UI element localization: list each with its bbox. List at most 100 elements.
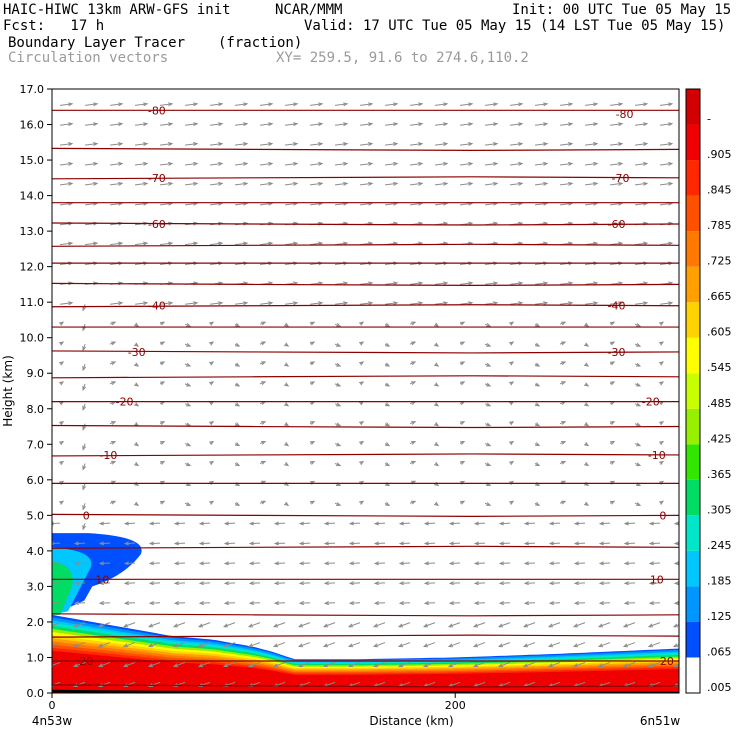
- circulation-vector: [75, 542, 86, 545]
- vector-head: [372, 663, 379, 668]
- circulation-vector: [384, 123, 398, 126]
- circulation-vector: [125, 542, 136, 545]
- vector-head: [535, 501, 541, 506]
- cross-section-endpoints: XY= 259.5, 91.6 to 274.6,110.2: [276, 50, 529, 66]
- circulation-vector: [625, 542, 636, 545]
- circulation-vector: [348, 642, 361, 648]
- circulation-vector: [373, 661, 386, 667]
- vector-head: [434, 362, 440, 367]
- circulation-vector: [73, 622, 86, 628]
- circulation-vector: [159, 182, 173, 186]
- vector-head: [97, 623, 104, 628]
- vector-head: [347, 643, 354, 648]
- vector-head: [293, 102, 299, 107]
- circulation-vector: [459, 282, 473, 285]
- vector-head: [147, 623, 154, 628]
- vector-head: [272, 643, 279, 648]
- vector-head: [97, 643, 104, 648]
- vector-head: [310, 441, 316, 445]
- temperature-contour: [52, 684, 679, 688]
- circulation-vector: [85, 202, 98, 206]
- vector-head: [385, 442, 391, 447]
- circulation-vector: [309, 103, 323, 106]
- circulation-vector: [175, 562, 186, 564]
- circulation-vector: [275, 562, 286, 564]
- tracer-plume-center: [52, 561, 73, 615]
- vector-head: [243, 102, 249, 107]
- vector-head: [243, 161, 249, 166]
- vector-head: [134, 362, 140, 367]
- circulation-vector: [484, 302, 498, 305]
- vector-head: [173, 581, 179, 586]
- vector-head: [422, 643, 429, 648]
- circulation-vector: [323, 661, 336, 667]
- circulation-vector: [634, 123, 648, 126]
- circulation-vector: [423, 681, 436, 687]
- vector-head: [593, 181, 599, 186]
- vector-head: [261, 341, 267, 346]
- vector-head: [568, 122, 574, 127]
- vector-head: [93, 241, 99, 246]
- vector-head: [548, 521, 554, 526]
- circulation-vector: [350, 522, 361, 525]
- vector-head: [318, 181, 324, 186]
- colorbar-label: .185: [707, 574, 732, 587]
- circulation-vector: [325, 582, 336, 584]
- vector-head: [498, 601, 504, 606]
- y-tick-label: 12.0: [20, 261, 45, 274]
- vector-head: [248, 561, 254, 566]
- vector-head: [343, 181, 349, 186]
- circulation-vector: [334, 163, 348, 166]
- vector-head: [172, 643, 179, 648]
- vector-head: [243, 122, 249, 127]
- vector-head: [547, 623, 554, 628]
- circulation-vector: [375, 582, 386, 584]
- circulation-vector: [634, 163, 648, 166]
- circulation-vector: [523, 622, 536, 628]
- vector-head: [468, 181, 474, 186]
- field-name: Boundary Layer Tracer: [8, 35, 186, 51]
- temperature-contour: [52, 222, 679, 226]
- circulation-vector: [409, 182, 423, 186]
- vector-head: [434, 382, 440, 387]
- circulation-vector: [334, 282, 348, 285]
- circulation-vector: [675, 602, 679, 604]
- vector-head: [98, 521, 104, 526]
- vector-head: [668, 102, 674, 107]
- vector-head: [673, 521, 679, 526]
- valid-time: Valid: 17 UTC Tue 05 May 15 (14 LST Tue …: [304, 18, 726, 34]
- vector-head: [235, 342, 241, 347]
- circulation-vector: [150, 542, 161, 545]
- forecast-hour: Fcst: 17 h: [3, 18, 105, 34]
- circulation-vector: [175, 602, 186, 604]
- vector-head: [348, 581, 354, 586]
- circulation-vector: [559, 143, 573, 146]
- colorbar-label: .365: [707, 468, 732, 481]
- circulation-vector: [359, 163, 373, 166]
- temperature-contour: [52, 513, 679, 517]
- circulation-vector: [100, 582, 111, 584]
- temperature-contour: [52, 453, 679, 457]
- vector-head: [347, 623, 354, 628]
- vector-head: [122, 623, 129, 628]
- circulation-vector: [475, 602, 486, 604]
- circulation-vector: [673, 624, 679, 628]
- circulation-vector: [323, 642, 336, 648]
- circulation-vector: [159, 242, 173, 246]
- circulation-vector: [475, 542, 486, 545]
- vector-head: [523, 521, 529, 526]
- circulation-vector: [609, 202, 623, 206]
- vector-head: [72, 663, 79, 668]
- vector-head: [423, 581, 429, 586]
- circulation-vector: [625, 602, 636, 604]
- circulation-vector: [600, 602, 611, 604]
- vector-head: [243, 301, 249, 306]
- vector-head: [597, 663, 604, 668]
- vector-head: [247, 623, 254, 628]
- vector-head: [323, 541, 329, 546]
- circulation-vector: [334, 302, 348, 305]
- vector-head: [643, 181, 649, 186]
- vector-head: [268, 241, 274, 246]
- contour-label: 0: [659, 509, 666, 522]
- circulation-vector: [573, 622, 586, 628]
